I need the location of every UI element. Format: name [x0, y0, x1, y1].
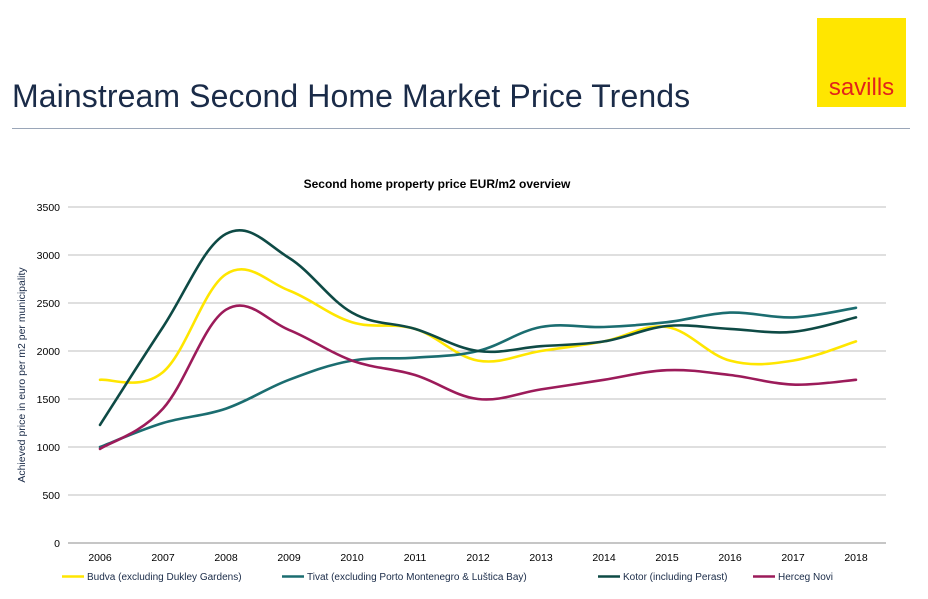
- y-tick-label: 1500: [37, 394, 61, 406]
- x-tick-label: 2015: [655, 552, 679, 564]
- series-line-2: [98, 228, 858, 427]
- x-tick-label: 2012: [466, 552, 490, 564]
- title-divider: [12, 128, 910, 129]
- series-line-3: [98, 304, 858, 451]
- gridlines: [68, 206, 886, 544]
- legend-label: Kotor (including Perast): [623, 572, 728, 583]
- y-tick-label: 1000: [37, 442, 61, 454]
- y-tick-label: 3500: [37, 202, 61, 214]
- x-tick-label: 2006: [88, 552, 112, 564]
- x-tick-label: 2014: [592, 552, 616, 564]
- y-tick-label: 2500: [37, 298, 61, 310]
- y-axis: 0 500 1000 1500 2000 2500 3000 3500: [37, 202, 61, 550]
- x-tick-label: 2011: [404, 552, 427, 564]
- y-tick-label: 500: [42, 490, 60, 502]
- x-tick-label: 2010: [340, 552, 364, 564]
- x-tick-label: 2016: [718, 552, 742, 564]
- x-tick-label: 2017: [781, 552, 805, 564]
- y-axis-label: Achieved price in euro per m2 per munici…: [16, 267, 28, 483]
- logo-text: savills: [828, 74, 895, 101]
- legend-label: Herceg Novi: [778, 572, 833, 583]
- series-line-0: [98, 268, 858, 384]
- series-lines: [98, 228, 858, 451]
- x-tick-label: 2009: [277, 552, 301, 564]
- legend-label: Tivat (excluding Porto Montenegro & Lušt…: [307, 572, 527, 583]
- x-axis: 2006 2007 2008 2009 2010 2011 2012 2013 2014 2015…: [88, 552, 868, 564]
- page-title: Mainstream Second Home Market Price Tren…: [12, 78, 691, 114]
- savills-logo: savills: [817, 18, 906, 107]
- x-tick-label: 2007: [151, 552, 175, 564]
- x-tick-label: 2018: [844, 552, 868, 564]
- legend-label: Budva (excluding Dukley Gardens): [87, 572, 242, 583]
- legend: Budva (excluding Dukley Gardens) Tivat (e…: [62, 572, 833, 583]
- y-tick-label: 3000: [37, 250, 61, 262]
- chart-title: Second home property price EUR/m2 overvi…: [304, 177, 571, 191]
- x-tick-label: 2008: [214, 552, 238, 564]
- y-tick-label: 2000: [37, 346, 61, 358]
- y-tick-label: 0: [54, 538, 60, 550]
- x-tick-label: 2013: [529, 552, 553, 564]
